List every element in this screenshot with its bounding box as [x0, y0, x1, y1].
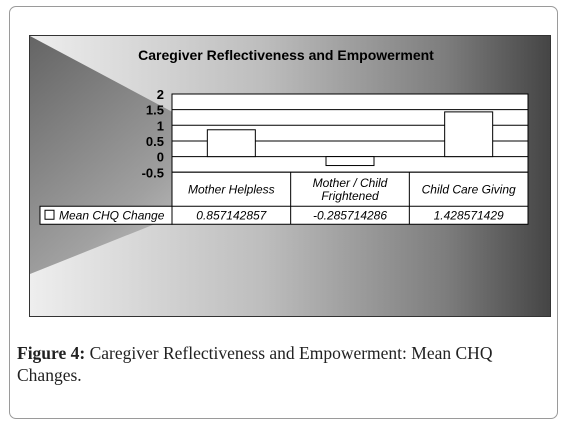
data-table-value: -0.285714286 [313, 208, 387, 222]
x-category-label: Child Care Giving [422, 182, 516, 196]
chart-title: Caregiver Reflectiveness and Empowerment [138, 47, 434, 63]
figure-frame [9, 6, 558, 419]
x-category-label: Mother / Child Frightened [313, 176, 388, 203]
y-tick-label: -0.5 [142, 165, 164, 180]
y-tick-label: 1 [157, 118, 164, 133]
figure-caption: Figure 4: Caregiver Reflectiveness and E… [17, 342, 553, 386]
caption-label: Figure 4: [17, 343, 86, 363]
legend-swatch [44, 209, 55, 220]
data-table-grid [171, 171, 529, 225]
bar [325, 156, 375, 167]
bar [206, 129, 256, 158]
data-table-legend-cell [39, 205, 173, 225]
y-tick-label: 2 [157, 87, 164, 102]
caption-text: Caregiver Reflectiveness and Empowerment… [17, 343, 493, 385]
y-tick-label: 0 [157, 150, 164, 165]
data-table-value: 1.428571429 [434, 208, 504, 222]
data-table-value: 0.857142857 [196, 208, 267, 222]
legend-series-name: Mean CHQ Change [59, 208, 165, 222]
bar-chart: Caregiver Reflectiveness and Empowerment… [30, 36, 529, 274]
x-category-label: Mother Helpless [188, 182, 275, 196]
chart-area: Caregiver Reflectiveness and Empowerment… [29, 35, 551, 317]
y-tick-label: 0.5 [146, 134, 164, 149]
bar [444, 111, 494, 158]
y-tick-label: 1.5 [146, 103, 164, 118]
